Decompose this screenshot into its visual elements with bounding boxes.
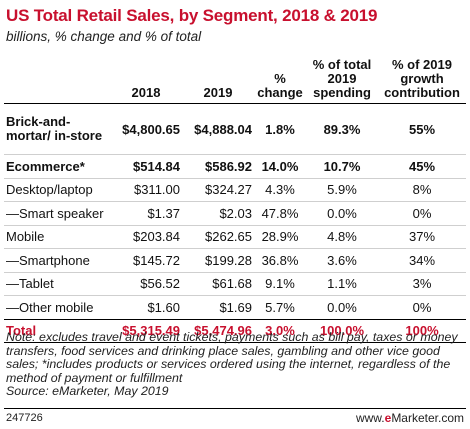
page-title: US Total Retail Sales, by Segment, 2018 … — [6, 6, 378, 25]
note-text: Note: excludes travel and event tickets,… — [6, 330, 458, 385]
cell-2019: $1.69 — [182, 295, 254, 320]
header-2018: 2018 — [131, 85, 161, 100]
cell-2019: $324.27 — [182, 178, 254, 202]
cell-pct-change: 14.0% — [254, 154, 306, 179]
cell-pct-growth: 45% — [378, 154, 466, 179]
cell-segment: Ecommerce* — [4, 154, 110, 179]
cell-pct-change: 47.8% — [254, 201, 306, 226]
cell-pct-total: 0.0% — [306, 201, 378, 226]
cell-pct-growth: 8% — [378, 178, 466, 202]
cell-pct-change: 5.7% — [254, 295, 306, 320]
cell-pct-growth: 37% — [378, 225, 466, 249]
cell-pct-growth: 55% — [378, 103, 466, 155]
footnote: Note: excludes travel and event tickets,… — [6, 330, 466, 399]
cell-pct-total: 1.1% — [306, 272, 378, 296]
cell-pct-total: 4.8% — [306, 225, 378, 249]
table-header-row: 2018 2019 % change % of total 2019 spend… — [4, 52, 466, 104]
cell-pct-total: 5.9% — [306, 178, 378, 202]
cell-2018: $311.00 — [110, 178, 182, 202]
cell-2018: $514.84 — [110, 154, 182, 179]
cell-segment: Mobile — [4, 225, 110, 249]
cell-2019: $5,474.96 — [182, 319, 254, 343]
sales-table: 2018 2019 % change % of total 2019 spend… — [4, 52, 466, 343]
cell-pct-total: 3.6% — [306, 248, 378, 273]
cell-2019: $2.03 — [182, 201, 254, 226]
cell-segment: —Tablet — [4, 272, 110, 296]
cell-2018: $203.84 — [110, 225, 182, 249]
cell-segment: —Smart speaker — [4, 201, 110, 226]
cell-pct-total: 89.3% — [306, 103, 378, 155]
footer-divider — [4, 408, 466, 409]
header-segment — [4, 52, 110, 104]
table-row: Desktop/laptop $311.00 $324.27 4.3% 5.9%… — [4, 178, 466, 202]
cell-2019: $199.28 — [182, 248, 254, 273]
table-row: —Smartphone $145.72 $199.28 36.8% 3.6% 3… — [4, 248, 466, 273]
cell-pct-growth: 34% — [378, 248, 466, 273]
page-subtitle: billions, % change and % of total — [6, 29, 202, 44]
cell-pct-change: 4.3% — [254, 178, 306, 202]
cell-2018: $1.60 — [110, 295, 182, 320]
cell-pct-total: 100.0% — [306, 319, 378, 343]
header-2019: 2019 — [203, 85, 233, 100]
header-pct-total: % of total 2019 spending — [312, 57, 372, 100]
cell-pct-total: 10.7% — [306, 154, 378, 179]
cell-pct-growth: 100% — [378, 319, 466, 343]
table-row: —Tablet $56.52 $61.68 9.1% 1.1% 3% — [4, 272, 466, 296]
cell-pct-change: 28.9% — [254, 225, 306, 249]
cell-2018: $145.72 — [110, 248, 182, 273]
cell-pct-growth: 0% — [378, 295, 466, 320]
cell-2019: $262.65 — [182, 225, 254, 249]
cell-segment: Desktop/laptop — [4, 178, 110, 202]
table-row: Mobile $203.84 $262.65 28.9% 4.8% 37% — [4, 225, 466, 249]
table-row: —Other mobile $1.60 $1.69 5.7% 0.0% 0% — [4, 295, 466, 320]
cell-2018: $5,315.49 — [110, 319, 182, 343]
cell-2018: $4,800.65 — [110, 103, 182, 155]
cell-pct-growth: 3% — [378, 272, 466, 296]
cell-segment: Total — [4, 319, 110, 343]
table-row: Ecommerce* $514.84 $586.92 14.0% 10.7% 4… — [4, 154, 466, 179]
cell-segment: Brick-and-mortar/ in-store — [4, 103, 110, 155]
cell-2018: $56.52 — [110, 272, 182, 296]
brand-logo: www.eMarketer.com — [355, 411, 464, 425]
header-pct-growth: % of 2019 growth contribution — [384, 57, 460, 100]
table-row: —Smart speaker $1.37 $2.03 47.8% 0.0% 0% — [4, 201, 466, 226]
cell-2019: $586.92 — [182, 154, 254, 179]
table-row: Brick-and-mortar/ in-store $4,800.65 $4,… — [4, 103, 466, 155]
cell-pct-change: 9.1% — [254, 272, 306, 296]
cell-pct-change: 1.8% — [254, 103, 306, 155]
source-text: Source: eMarketer, May 2019 — [6, 384, 169, 399]
cell-segment: —Smartphone — [4, 248, 110, 273]
header-pct-change: % change — [257, 71, 303, 100]
table-row-total: Total $5,315.49 $5,474.96 3.0% 100.0% 10… — [4, 319, 466, 343]
cell-pct-change: 3.0% — [254, 319, 306, 343]
cell-2019: $61.68 — [182, 272, 254, 296]
cell-segment: —Other mobile — [4, 295, 110, 320]
cell-2018: $1.37 — [110, 201, 182, 226]
chart-id: 247726 — [6, 412, 43, 424]
cell-pct-growth: 0% — [378, 201, 466, 226]
cell-pct-change: 36.8% — [254, 248, 306, 273]
cell-2019: $4,888.04 — [182, 103, 254, 155]
cell-pct-total: 0.0% — [306, 295, 378, 320]
